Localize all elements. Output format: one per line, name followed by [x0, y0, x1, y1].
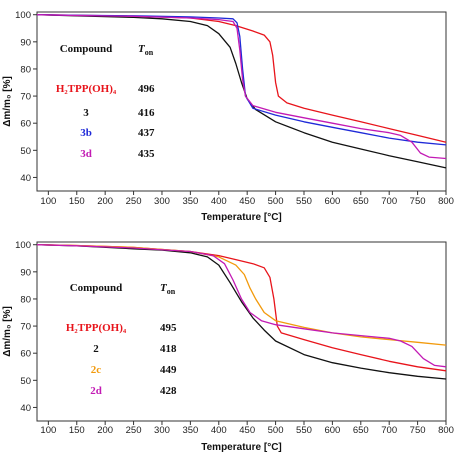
y-tick-label: 90: [20, 37, 31, 48]
y-tick-label: 60: [20, 349, 31, 360]
table-row-compound: H₂TPP(OH)₄: [66, 322, 127, 334]
table-row-ton-value: 418: [160, 343, 177, 355]
table-header-ton-sub: on: [145, 48, 154, 57]
table-header-compound: Compound: [60, 43, 113, 55]
table-row-ton-value: 496: [138, 83, 155, 95]
x-tick-label: 400: [211, 425, 227, 436]
x-tick-label: 550: [296, 196, 312, 207]
x-tick-label: 600: [324, 196, 340, 207]
x-tick-label: 650: [353, 425, 369, 436]
y-tick-label: 40: [20, 173, 31, 184]
table-header-ton: Ton: [160, 282, 176, 296]
x-tick-label: 250: [126, 425, 142, 436]
tga-panel-bottom: 100 150 200 250 300 350 400 450 500 550 600 650 700 7…: [2, 240, 454, 453]
plot-frame: [36, 241, 447, 422]
table-row-compound: 2: [93, 343, 99, 355]
table-row-compound: H₂TPP(OH)₄: [56, 83, 117, 95]
x-tick-label: 550: [296, 425, 312, 436]
y-tick-label: 50: [20, 376, 31, 387]
x-tick-label: 750: [410, 196, 426, 207]
x-tick-label: 100: [40, 196, 56, 207]
y-axis-label: Δm/m₀ [%]: [2, 76, 13, 127]
tga-panel-top: 100 150 200 250 300 350 400 450 500 550 600 650 700 7…: [2, 10, 454, 223]
y-tick-label: 70: [20, 322, 31, 333]
x-tick-label: 800: [438, 196, 454, 207]
x-tick-label: 450: [239, 196, 255, 207]
x-tick-label: 750: [410, 425, 426, 436]
table-row-ton-value: 416: [138, 107, 155, 119]
x-tick-label: 500: [268, 425, 284, 436]
y-tick-label: 70: [20, 92, 31, 103]
x-axis-label: Temperature [°C]: [201, 212, 282, 223]
x-tick-label: 700: [381, 196, 397, 207]
table-row-ton-value: 437: [138, 127, 155, 139]
series-line-3: [36, 244, 447, 368]
table-row-compound: 3: [83, 107, 89, 119]
y-tick-label: 40: [20, 403, 31, 414]
table-row-compound: 2c: [91, 364, 102, 376]
x-tick-label: 100: [40, 425, 56, 436]
table-row-ton-value: 435: [138, 148, 155, 160]
table-row-ton-value: 428: [160, 385, 177, 397]
y-tick-label: 60: [20, 119, 31, 130]
x-tick-label: 300: [154, 196, 170, 207]
x-tick-label: 450: [239, 425, 255, 436]
x-tick-label: 600: [324, 425, 340, 436]
x-tick-label: 150: [69, 196, 85, 207]
table-header-ton-sub: on: [167, 287, 176, 296]
series-line-2: [36, 14, 447, 146]
y-axis-label: Δm/m₀ [%]: [2, 306, 13, 357]
plot-frame: [36, 11, 447, 192]
y-tick-label: 50: [20, 146, 31, 157]
y-tick-label: 80: [20, 64, 31, 75]
table-row-ton-value: 449: [160, 364, 177, 376]
y-tick-label: 90: [20, 267, 31, 278]
table-header-compound: Compound: [70, 282, 123, 294]
table-row-compound: 3d: [80, 148, 92, 160]
x-tick-label: 800: [438, 425, 454, 436]
table-row-compound: 3b: [80, 127, 92, 139]
x-axis-label: Temperature [°C]: [201, 442, 282, 453]
y-tick-label: 100: [15, 10, 31, 21]
x-tick-label: 700: [381, 425, 397, 436]
table-header-ton: Ton: [138, 43, 154, 57]
table-row-compound: 2d: [90, 385, 102, 397]
series-line-1: [36, 14, 447, 169]
series-line-3: [36, 14, 447, 160]
series-line-0: [36, 14, 447, 143]
table-row-ton-value: 495: [160, 322, 177, 334]
series-line-1: [36, 244, 447, 380]
x-tick-label: 250: [126, 196, 142, 207]
x-tick-label: 200: [97, 196, 113, 207]
x-tick-label: 200: [97, 425, 113, 436]
x-tick-label: 300: [154, 425, 170, 436]
x-tick-label: 650: [353, 196, 369, 207]
x-tick-label: 400: [211, 196, 227, 207]
x-tick-label: 350: [182, 425, 198, 436]
x-tick-label: 500: [268, 196, 284, 207]
y-tick-label: 100: [15, 240, 31, 251]
y-tick-label: 80: [20, 294, 31, 305]
x-tick-label: 150: [69, 425, 85, 436]
x-tick-label: 350: [182, 196, 198, 207]
